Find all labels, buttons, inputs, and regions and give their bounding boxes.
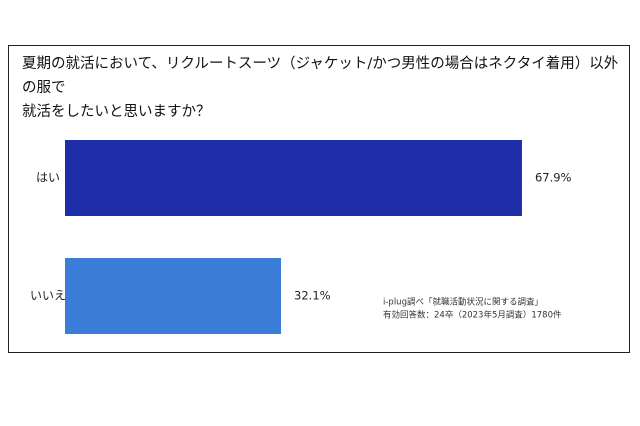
source-note: 有効回答数：24卒（2023年5月調査）1780件 [383, 310, 562, 321]
value-label: 32.1% [294, 289, 331, 303]
category-label: はい [36, 171, 60, 185]
bar [65, 258, 282, 334]
chart-title: 夏期の就活において、リクルートスーツ（ジャケット/かつ男性の場合はネクタイ着用）… [22, 56, 619, 120]
bar [65, 140, 522, 216]
source-note: i-plug調べ「就職活動状況に関する調査」 [383, 297, 543, 308]
category-label: いいえ [30, 289, 66, 303]
value-label: 67.9% [535, 171, 572, 185]
chart-frame [8, 45, 630, 353]
